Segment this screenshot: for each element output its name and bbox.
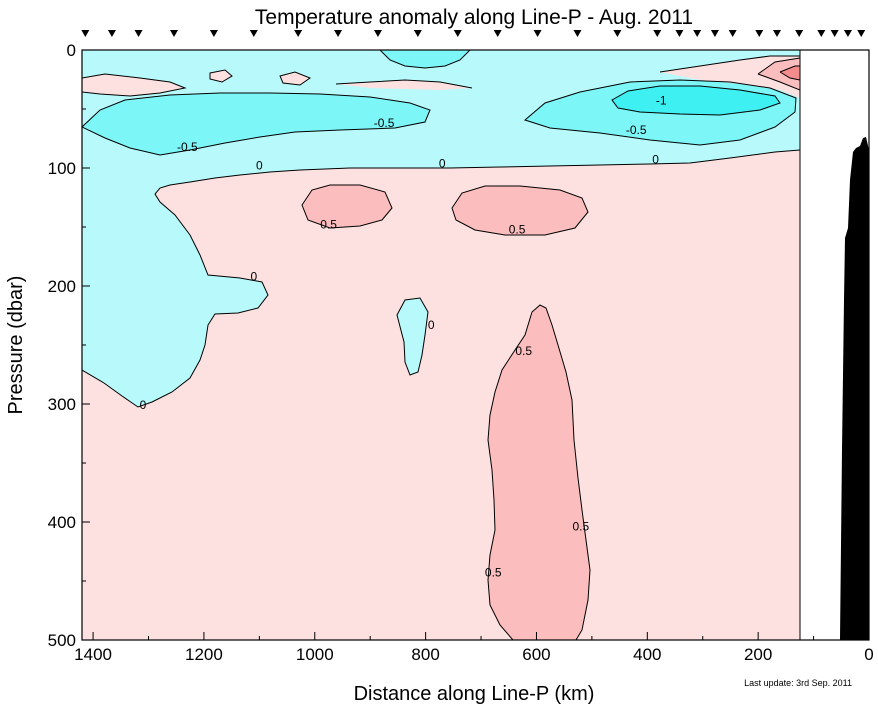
- contour-pos-surface-mid2: [279, 71, 312, 86]
- station-marker: [413, 30, 422, 37]
- fill-half-patch-mid: [452, 186, 588, 235]
- station-marker: [294, 30, 303, 37]
- station-marker: [334, 30, 343, 37]
- contour-neg-half-east: [523, 79, 797, 146]
- x-axis: 1400 1200 1000 800 600 400 200 0: [74, 632, 874, 664]
- fill-pos-surface-east-one: [780, 66, 800, 80]
- station-marker: [843, 30, 852, 37]
- fill-pos-surface-east-half: [758, 58, 800, 90]
- y-axis-title: Pressure (dbar): [5, 276, 27, 415]
- contour-label: 0.5: [572, 520, 589, 534]
- y-tick-label: 300: [48, 395, 76, 414]
- y-axis: 0 100 200 300 400 500: [48, 41, 90, 650]
- station-marker: [795, 30, 804, 37]
- contour-pos-surface-east-half: [757, 57, 800, 91]
- station-markers: [81, 30, 866, 37]
- contour-pos-surface-mid: [209, 69, 233, 83]
- contour-fills: [82, 50, 800, 640]
- station-marker: [693, 30, 702, 37]
- contour-label: 0: [250, 270, 257, 284]
- x-axis-title: Distance along Line-P (km): [354, 683, 595, 705]
- contour-label: 0.5: [515, 344, 532, 358]
- contour-pos-surface-west: [82, 73, 187, 97]
- contour-label: -0.5: [626, 123, 647, 137]
- contour-zero-main: [82, 149, 800, 408]
- contour-neg-interior: [396, 297, 429, 376]
- y-tick-label: 200: [48, 277, 76, 296]
- contour-neg-one: [611, 85, 781, 116]
- station-marker: [533, 30, 542, 37]
- last-update-note: Last update: 3rd Sep. 2011: [744, 678, 852, 688]
- x-tick-label: 0: [864, 645, 873, 664]
- station-marker: [675, 30, 684, 37]
- station-marker: [817, 30, 826, 37]
- contour-label: 0: [428, 318, 435, 332]
- contour-label: 0.5: [320, 218, 337, 232]
- x-tick-label: 1000: [296, 645, 334, 664]
- station-marker: [107, 30, 116, 37]
- station-marker: [373, 30, 382, 37]
- contour-lines: [82, 50, 800, 640]
- contour-pos-surface-mid3: [335, 79, 473, 89]
- fill-neg-half-top: [380, 50, 470, 68]
- station-marker: [710, 30, 719, 37]
- station-marker: [209, 30, 218, 37]
- station-marker: [170, 30, 179, 37]
- x-tick-label: 400: [633, 645, 661, 664]
- x-tick-label: 200: [744, 645, 772, 664]
- contour-label: 0: [140, 398, 147, 412]
- fill-half-patch-deep: [488, 305, 590, 640]
- contour-pos-surface-east-one: [779, 65, 800, 81]
- contour-label: 0: [652, 153, 659, 167]
- station-marker: [81, 30, 90, 37]
- contour-label: -0.5: [177, 140, 198, 154]
- station-marker: [857, 30, 866, 37]
- contour-label: 0: [256, 159, 263, 173]
- contour-half-patch-deep: [487, 304, 591, 640]
- station-marker: [830, 30, 839, 37]
- x-tick-label: 800: [411, 645, 439, 664]
- fill-neg-one-core: [612, 86, 780, 115]
- bathymetry: [840, 137, 869, 640]
- station-marker: [728, 30, 737, 37]
- fill-half-patch-west: [302, 185, 392, 228]
- contour-label: -0.5: [374, 116, 395, 130]
- y-tick-label: 100: [48, 159, 76, 178]
- contour-label: -1: [656, 94, 667, 108]
- contour-label: 0: [439, 156, 446, 170]
- fill-negative-upper: [82, 50, 800, 407]
- contour-pos-surface-east: [659, 55, 800, 73]
- y-tick-label: 0: [67, 41, 76, 60]
- station-marker: [613, 30, 622, 37]
- y-tick-label: 500: [48, 631, 76, 650]
- contour-label: 0.5: [509, 222, 526, 236]
- station-marker: [249, 30, 258, 37]
- x-tick-label: 1200: [185, 645, 223, 664]
- contour-neg-half-top: [379, 50, 471, 69]
- station-marker: [453, 30, 462, 37]
- y-tick-label: 400: [48, 513, 76, 532]
- station-marker: [134, 30, 143, 37]
- contour-half-patch-west: [301, 184, 393, 229]
- fill-neg-half-west: [82, 93, 430, 155]
- station-marker: [573, 30, 582, 37]
- station-marker: [772, 30, 781, 37]
- fill-pos-surface-west: [82, 74, 185, 96]
- contour-labels: -0.5 -0.5 -0.5 -1 0 0 0 0 0 0 0.5 0.5 0.5 0.5 0.5: [140, 94, 667, 580]
- contour-label: 0.5: [485, 566, 502, 580]
- station-marker: [493, 30, 502, 37]
- contour-neg-half-west: [82, 92, 431, 156]
- chart-title: Temperature anomaly along Line-P - Aug. …: [255, 6, 693, 29]
- station-marker: [653, 30, 662, 37]
- x-tick-label: 1400: [74, 645, 112, 664]
- station-marker: [755, 30, 764, 37]
- x-tick-label: 600: [522, 645, 550, 664]
- contour-half-patch-mid: [451, 185, 589, 236]
